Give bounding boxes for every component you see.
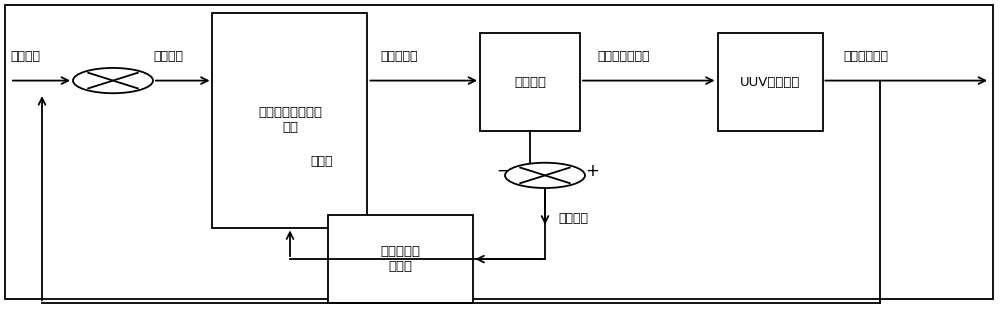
Bar [480,33,580,131]
Text: 带有饱和补偿的控
制器: 带有饱和补偿的控 制器 [258,106,322,134]
Text: +: + [585,162,599,179]
Text: 实际状态输出: 实际状态输出 [843,50,888,64]
Bar [212,13,367,228]
Text: 饱和误差: 饱和误差 [558,211,588,225]
Text: UUV执行机构: UUV执行机构 [740,76,800,89]
Circle shape [73,68,153,93]
Bar [718,33,822,131]
Text: 状态误差: 状态误差 [153,50,183,64]
Text: 饱和补偿辅
助系统: 饱和补偿辅 助系统 [380,245,420,273]
Circle shape [505,163,585,188]
Text: 期望误差: 期望误差 [10,50,40,64]
Bar [328,215,473,303]
Text: −: − [496,162,510,179]
Text: 控制输入量: 控制输入量 [380,50,418,64]
Text: 补偿量: 补偿量 [310,155,332,168]
Text: 实际控制输入量: 实际控制输入量 [597,50,650,64]
Text: 幅值限制: 幅值限制 [514,76,546,89]
